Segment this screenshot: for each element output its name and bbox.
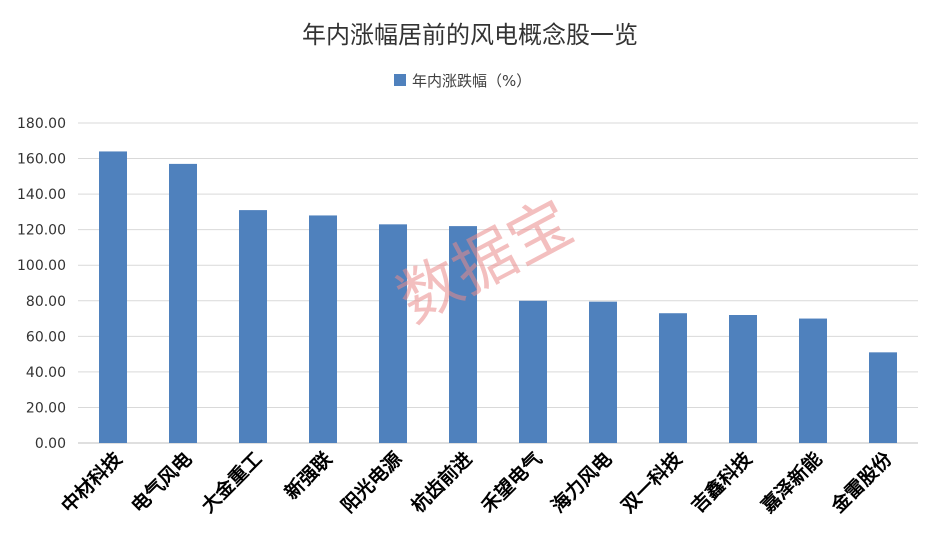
bar xyxy=(239,210,267,443)
y-tick-label: 140.00 xyxy=(17,187,66,203)
chart-title: 年内涨幅居前的风电概念股一览 xyxy=(302,21,638,49)
y-axis: 0.00 20.00 40.00 60.00 80.00 100.00 120.00 140.… xyxy=(17,116,66,452)
legend-swatch xyxy=(394,74,406,86)
y-tick-label: 20.00 xyxy=(26,400,66,416)
bar xyxy=(799,318,827,443)
bars xyxy=(99,151,897,443)
bar xyxy=(869,352,897,443)
bar xyxy=(589,301,617,443)
y-tick-label: 60.00 xyxy=(26,329,66,345)
bar xyxy=(169,163,197,443)
y-tick-label: 80.00 xyxy=(26,294,66,310)
y-tick-label: 100.00 xyxy=(17,258,66,274)
bar xyxy=(729,315,757,443)
y-tick-label: 160.00 xyxy=(17,152,66,168)
y-tick-label: 0.00 xyxy=(35,436,66,452)
bar xyxy=(99,151,127,443)
bar xyxy=(379,224,407,443)
y-tick-label: 40.00 xyxy=(26,365,66,381)
bar xyxy=(309,215,337,443)
bar xyxy=(449,226,477,443)
legend-label: 年内涨跌幅（%） xyxy=(412,72,531,90)
y-tick-label: 120.00 xyxy=(17,223,66,239)
y-tick-label: 180.00 xyxy=(17,116,66,132)
gridlines xyxy=(78,122,918,444)
bar xyxy=(519,300,547,443)
bar xyxy=(659,313,687,443)
